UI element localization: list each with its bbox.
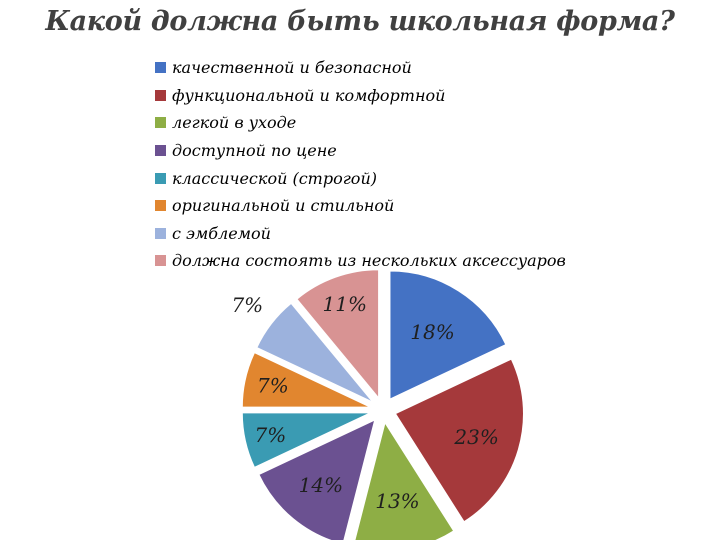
legend-item: оригинальной и стильной: [155, 192, 566, 220]
legend-item: функциональной и комфортной: [155, 82, 566, 110]
legend-item: доступной по цене: [155, 137, 566, 165]
pie-slice: [241, 412, 371, 469]
legend-label: классической (строгой): [172, 168, 377, 188]
legend-label: доступной по цене: [172, 141, 337, 161]
legend-swatch: [155, 172, 166, 184]
legend-label: оригинальной и стильной: [172, 196, 395, 216]
legend-label: качественной и безопасной: [172, 58, 412, 78]
slice-data-label: 14%: [299, 473, 343, 497]
slice-data-label: 11%: [323, 292, 367, 316]
pie-slice: [256, 302, 374, 403]
pie-slice: [258, 419, 376, 540]
slice-data-label: 7%: [257, 373, 289, 397]
legend-swatch: [155, 200, 166, 212]
pie-slice: [394, 358, 524, 523]
legend-label: с эмблемой: [172, 223, 271, 243]
slice-data-label: 7%: [231, 293, 263, 317]
legend-swatch: [155, 227, 166, 239]
slice-data-label: 13%: [375, 489, 419, 513]
legend-label: функциональной и комфортной: [172, 85, 446, 105]
pie-slice: [389, 270, 507, 400]
slice-data-label: 7%: [255, 423, 287, 447]
chart-title: Какой должна быть школьная форма?: [45, 6, 675, 37]
slice-data-label: 23%: [453, 425, 498, 449]
legend-swatch: [155, 62, 166, 74]
legend-swatch: [155, 89, 166, 101]
pie-slice: [354, 421, 455, 540]
pie-slice: [296, 269, 380, 400]
chart-legend: качественной и безопасной функциональной …: [155, 54, 566, 275]
legend-item: классической (строгой): [155, 164, 566, 192]
legend-swatch: [155, 117, 166, 129]
legend-item: с эмблемой: [155, 220, 566, 248]
legend-item: легкой в уходе: [155, 109, 566, 137]
legend-label: легкой в уходе: [172, 113, 297, 133]
legend-item: качественной и безопасной: [155, 54, 566, 82]
legend-label: должна состоять из нескольких аксессуаро…: [172, 251, 566, 271]
legend-item: должна состоять из нескольких аксессуаро…: [155, 247, 566, 275]
pie-slice: [241, 351, 371, 408]
legend-swatch: [155, 145, 166, 157]
slice-data-label: 18%: [410, 320, 454, 344]
legend-swatch: [155, 255, 166, 267]
